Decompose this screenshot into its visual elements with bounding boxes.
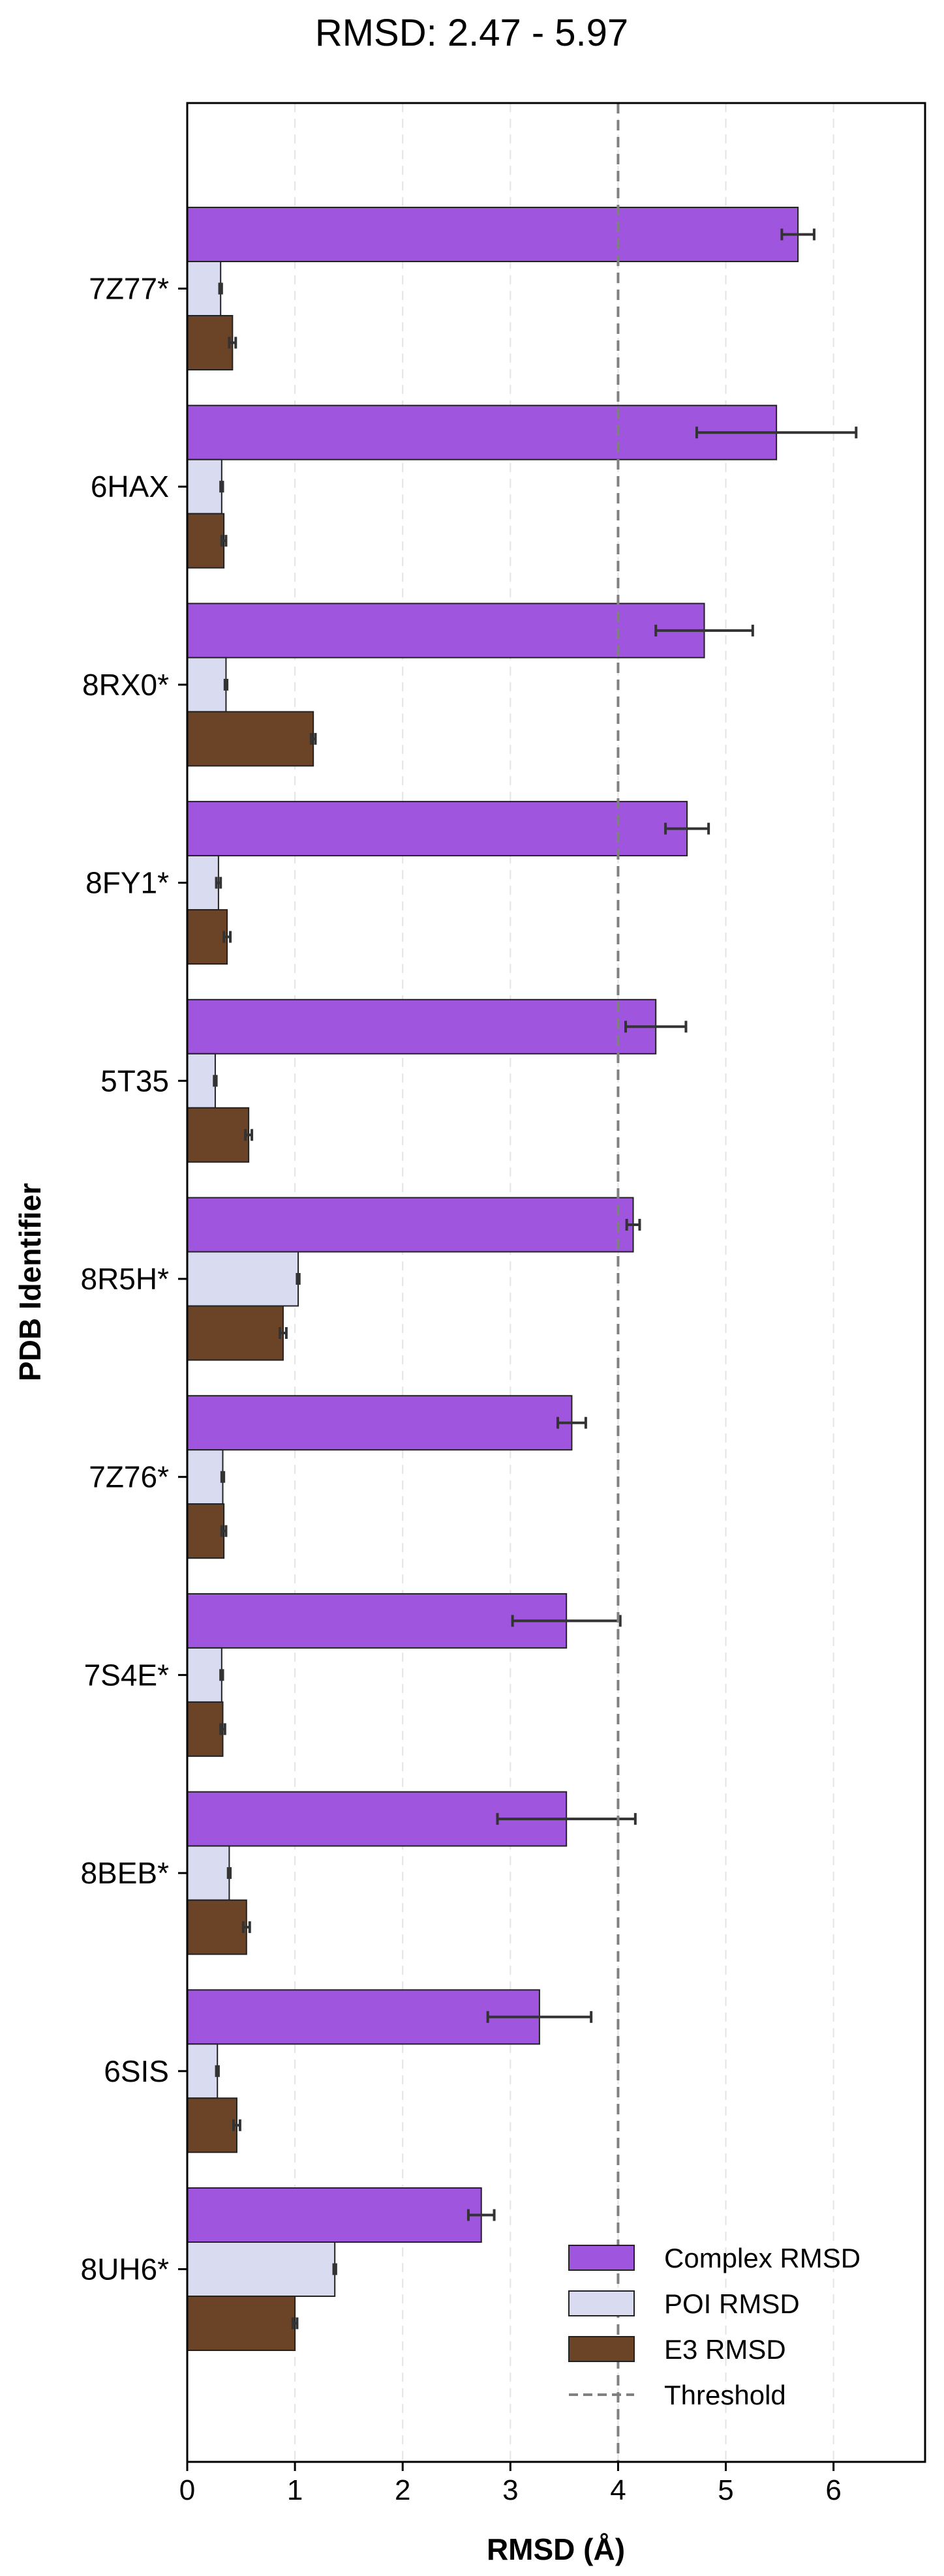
y-tick-label: 8UH6* [80, 2253, 169, 2286]
y-tick-label: 6HAX [91, 470, 169, 503]
legend-label: Complex RMSD [664, 2243, 860, 2273]
bar-complex-rmsd [187, 801, 688, 857]
bar-complex-rmsd [187, 998, 657, 1055]
bar-complex-rmsd [187, 1593, 568, 1649]
bar-e3-rmsd [187, 1899, 247, 1955]
legend-swatch [568, 2245, 635, 2271]
x-tick-label: 5 [718, 2474, 733, 2506]
y-tick-label: 5T35 [100, 1064, 169, 1098]
bar-e3-rmsd [187, 315, 234, 370]
bar-complex-rmsd [187, 603, 705, 659]
bar-e3-rmsd [187, 909, 228, 965]
bar-poi-rmsd [187, 1647, 222, 1703]
x-tick-label: 2 [395, 2474, 410, 2506]
legend-label: POI RMSD [664, 2288, 800, 2319]
y-tick-label: 8FY1* [85, 866, 169, 900]
bar-poi-rmsd [187, 657, 227, 713]
y-tick-label: 6SIS [104, 2054, 169, 2088]
x-tick-label: 3 [502, 2474, 518, 2506]
bar-poi-rmsd [187, 1845, 230, 1901]
y-tick-label: 7Z76* [89, 1460, 169, 1494]
bar-poi-rmsd [187, 2241, 336, 2297]
y-axis: 7Z77* 6HAX 8RX0* 8FY1* 5T35 8R5H* 7Z76* 7S4E* 8B… [80, 272, 187, 2286]
y-tick-label: 7Z77* [89, 272, 169, 306]
bar-complex-rmsd [187, 2187, 482, 2243]
legend-label: Threshold [664, 2380, 786, 2410]
x-tick-label: 4 [610, 2474, 626, 2506]
legend-swatch [568, 2290, 635, 2316]
y-tick-label: 8R5H* [80, 1262, 169, 1296]
legend-swatch [568, 2336, 635, 2362]
bar-poi-rmsd [187, 1251, 299, 1307]
bar-complex-rmsd [187, 207, 799, 262]
bar-poi-rmsd [187, 2043, 219, 2099]
bar-e3-rmsd [187, 1305, 284, 1361]
bar-e3-rmsd [187, 513, 225, 569]
bar-poi-rmsd [187, 1053, 216, 1109]
plot-frame [186, 102, 926, 2463]
x-tick-label: 1 [287, 2474, 303, 2506]
bar-poi-rmsd [187, 261, 222, 316]
bar-complex-rmsd [187, 404, 778, 460]
x-axis: 0 1 2 3 4 5 6 [179, 2462, 842, 2506]
bar-complex-rmsd [187, 1197, 634, 1253]
bar-poi-rmsd [187, 855, 219, 911]
y-tick-label: 7S4E* [84, 1658, 170, 1692]
bar-complex-rmsd [187, 1989, 540, 2045]
bar-complex-rmsd [187, 1395, 573, 1451]
chart-title: RMSD: 2.47 - 5.97 [315, 12, 628, 54]
x-axis-label: RMSD (Å) [487, 2532, 625, 2566]
bar-e3-rmsd [187, 2097, 237, 2153]
x-tick-label: 0 [179, 2474, 195, 2506]
x-tick-label: 6 [825, 2474, 841, 2506]
y-tick-label: 8BEB* [80, 1856, 169, 1890]
bar-e3-rmsd [187, 1701, 224, 1757]
bar-e3-rmsd [187, 1503, 225, 1559]
bar-poi-rmsd [187, 458, 222, 515]
legend: Complex RMSD POI RMSD E3 RMSD Threshold [568, 2243, 860, 2410]
y-axis-label: PDB Identifier [13, 1183, 47, 1381]
bar-e3-rmsd [187, 711, 314, 767]
bar-e3-rmsd [187, 2296, 296, 2351]
bars-layer [187, 207, 858, 2351]
bar-e3-rmsd [187, 1107, 250, 1163]
y-tick-label: 8RX0* [82, 668, 169, 702]
legend-label: E3 RMSD [664, 2334, 786, 2365]
bar-poi-rmsd [187, 1449, 224, 1505]
